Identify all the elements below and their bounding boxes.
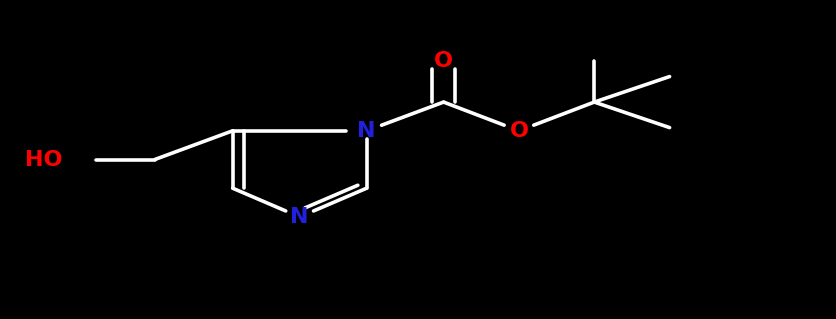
Text: O: O <box>434 51 452 70</box>
Text: N: N <box>290 207 308 227</box>
Text: N: N <box>357 121 375 141</box>
Text: O: O <box>509 121 528 141</box>
Text: HO: HO <box>25 150 63 169</box>
